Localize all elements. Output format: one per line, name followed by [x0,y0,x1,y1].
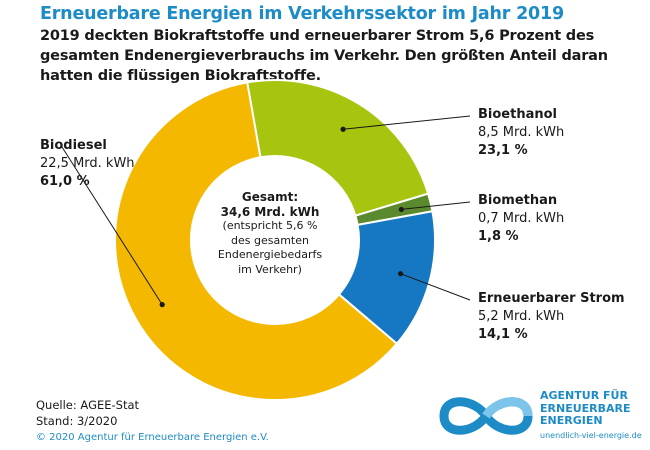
leader-line [401,201,471,210]
center-note-line: Endenergiebedarfs [217,248,323,261]
date-note: Stand: 3/2020 [36,414,118,428]
center-note-line: des gesamten [231,233,309,247]
leader-dot [398,206,404,213]
source-note: Quelle: AGEE-Stat [36,398,140,412]
label-value: 8,5 Mrd. kWh [478,125,565,140]
center-total-value: 34,6 Mrd. kWh [220,204,320,219]
copyright-note: © 2020 Agentur für Erneuerbare Energien … [36,432,269,443]
logo-url: unendlich-viel-energie.de [540,431,642,440]
label-name: Biomethan [478,193,558,208]
infinity-logo-icon [439,397,533,435]
logo-line: AGENTUR FÜR [540,389,628,402]
donut-center-total: Gesamt: 34,6 Mrd. kWh (entspricht 5,6 % … [210,190,330,277]
chart-title: Erneuerbare Energien im Verkehrssektor i… [40,4,564,24]
label-percent: 1,8 % [478,229,519,244]
leader-line [61,146,163,305]
label-name: Bioethanol [478,107,557,122]
slice-bioethanol [246,79,430,217]
label-percent: 61,0 % [40,174,90,189]
label-erneuerbarer-strom: Erneuerbarer Strom 5,2 Mrd. kWh 14,1 % [478,290,625,344]
leader-line [400,273,471,301]
label-percent: 14,1 % [478,327,528,342]
logo-line: ENERGIEN [540,414,603,427]
label-value: 0,7 Mrd. kWh [478,211,565,226]
label-value: 22,5 Mrd. kWh [40,156,135,171]
label-value: 5,2 Mrd. kWh [478,309,565,324]
label-name: Biodiesel [40,138,107,153]
center-note-line: im Verkehr) [238,262,302,276]
logo-line: ERNEUERBARE [540,401,631,415]
leader-line [343,115,471,130]
label-biomethan: Biomethan 0,7 Mrd. kWh 1,8 % [478,192,564,246]
leader-dot [340,126,346,132]
center-note-line: (entspricht 5,6 % [222,219,318,232]
leader-dot [397,271,404,277]
leader-dot [159,302,165,308]
label-name: Erneuerbarer Strom [478,291,625,306]
label-biodiesel: Biodiesel 22,5 Mrd. kWh 61,0 % [40,137,135,191]
center-heading: Gesamt: [241,190,299,204]
label-percent: 23,1 % [478,143,528,158]
chart-subtitle: 2019 deckten Biokraftstoffe und erneuerb… [40,28,608,84]
slice-biodiesel [114,81,399,401]
label-bioethanol: Bioethanol 8,5 Mrd. kWh 23,1 % [478,106,564,160]
logo-wordmark: AGENTUR FÜR ERNEUERBARE ENERGIEN [540,389,631,428]
